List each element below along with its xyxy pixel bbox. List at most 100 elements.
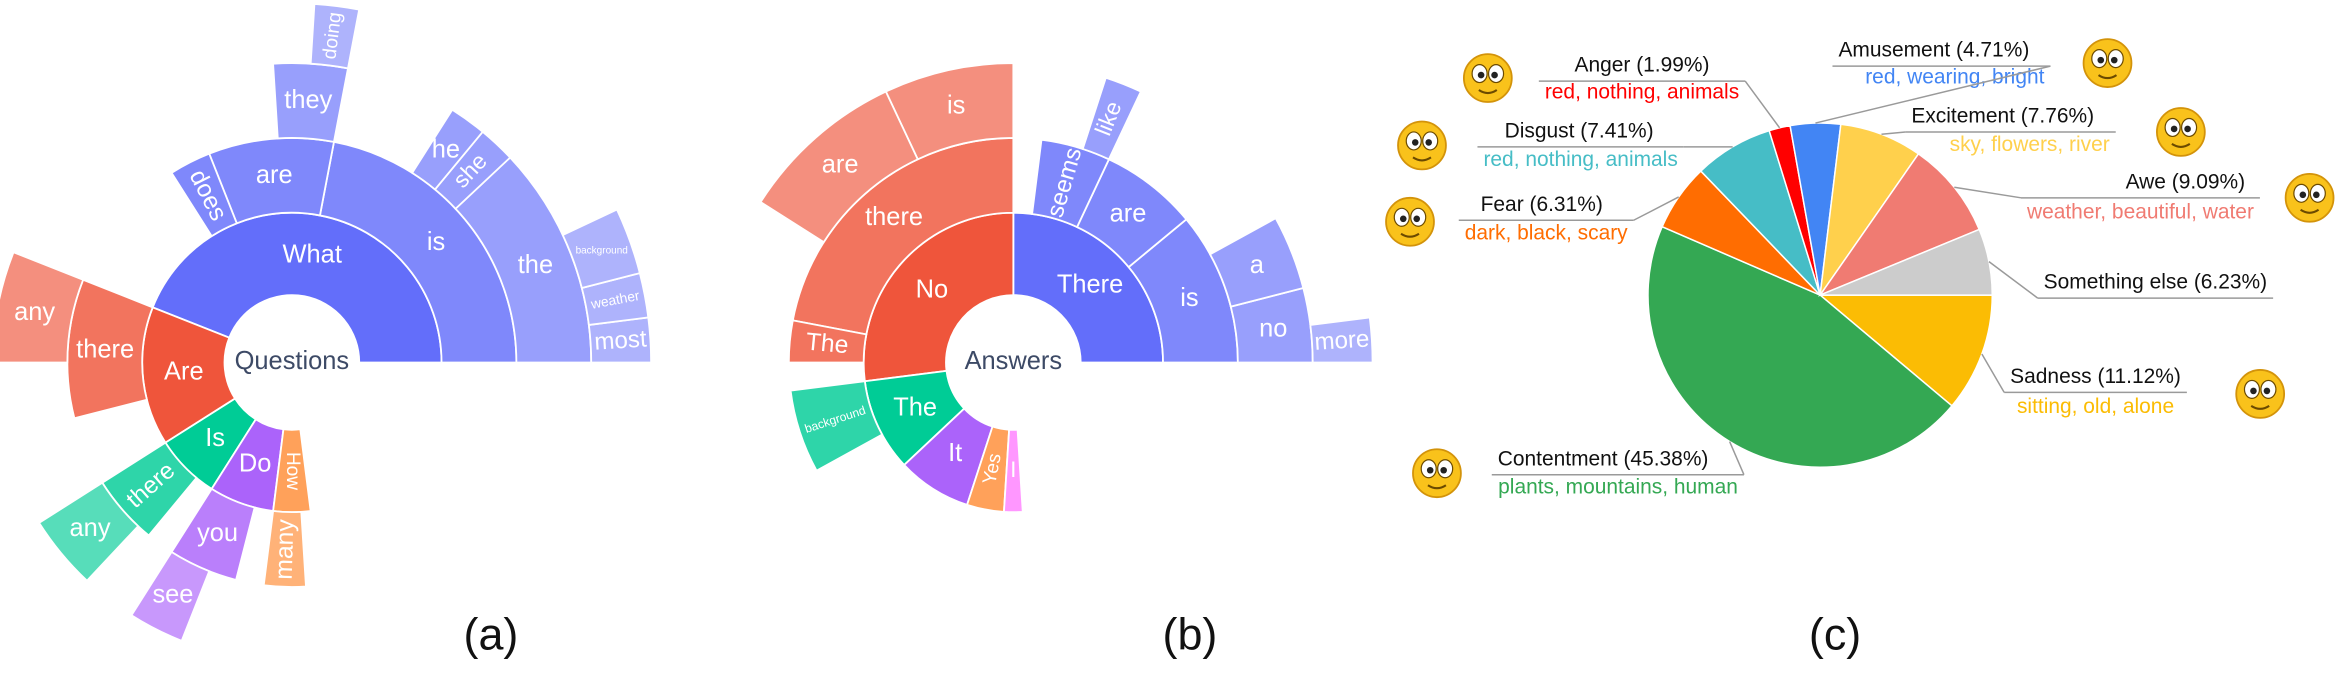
leader-line	[1815, 65, 2051, 124]
sunburst-segment	[262, 509, 307, 588]
sunburst-segment	[789, 380, 884, 472]
slice-label: Anger (1.99%)	[1575, 54, 1710, 77]
sunburst-label: see	[152, 581, 193, 609]
leader-line	[1981, 353, 2005, 393]
emoji	[1426, 466, 1434, 474]
leader-line	[1954, 186, 2022, 199]
emoji	[2263, 387, 2271, 395]
caption: (b)	[1163, 609, 1218, 660]
emoji	[1440, 466, 1447, 474]
sunburst-label: What	[283, 241, 342, 269]
sunburst-segment	[1002, 428, 1024, 514]
sunburst-label: are	[822, 151, 859, 179]
sunburst-segment	[0, 251, 85, 364]
sunburst-label: background	[576, 246, 628, 257]
sunburst-label: there	[865, 203, 923, 231]
emoji	[2097, 74, 2118, 80]
sunburst-label: there	[76, 335, 134, 363]
sunburst-label: Is	[205, 424, 225, 452]
emoji	[2299, 191, 2307, 199]
emoji	[1491, 71, 1498, 79]
slice-label: Disgust (7.41%)	[1505, 119, 1654, 142]
slice-keywords: sitting, old, alone	[2017, 395, 2174, 418]
emoji	[1477, 71, 1485, 79]
sunburst-segment	[130, 550, 211, 642]
emoji	[1399, 215, 1407, 223]
pie-slice	[1819, 228, 1994, 296]
sunburst-label: are	[1110, 199, 1147, 227]
sunburst-segment	[787, 319, 868, 364]
emoji	[2097, 56, 2105, 64]
sunburst-label: more	[1314, 325, 1371, 355]
sunburst-label: any	[70, 514, 111, 542]
sunburst-label: they	[284, 86, 332, 114]
emoji	[1411, 139, 1419, 146]
sunburst-segment	[1081, 76, 1142, 161]
sunburst-label: any	[14, 298, 55, 326]
sunburst-segment	[410, 108, 484, 191]
sunburst-label: The	[893, 393, 937, 421]
emoji	[1385, 196, 1435, 247]
emoji	[2235, 369, 2286, 419]
slice-keywords: red, wearing, bright	[1865, 66, 2044, 89]
caption: (a)	[464, 609, 519, 660]
sunburst-label: he	[432, 135, 460, 163]
sunburst-segment	[309, 2, 361, 70]
emoji	[2184, 125, 2191, 133]
emoji	[1400, 232, 1420, 238]
sunburst-segment	[561, 208, 641, 290]
emoji	[1427, 484, 1447, 490]
slice-label: Awe (9.09%)	[2126, 170, 2245, 193]
emoji	[1462, 53, 1513, 103]
slice-keywords: dark, black, scary	[1465, 221, 1628, 244]
sunburst-label: are	[256, 161, 293, 189]
slice-label: Contentment (45.38%)	[1498, 447, 1709, 470]
sunburst-label: a	[1250, 251, 1265, 279]
pie-slice	[1818, 152, 1981, 297]
leader-line	[1988, 261, 2039, 299]
emoji	[1478, 89, 1498, 95]
pie-slice	[1647, 225, 1953, 468]
slice-keywords: sky, flowers, river	[1950, 133, 2110, 156]
sunburst-label: is	[1180, 284, 1198, 312]
emoji	[2171, 143, 2191, 148]
slice-label: Something else (6.23%)	[2044, 271, 2267, 294]
emoji	[2170, 125, 2178, 133]
sunburst-label: There	[1057, 270, 1123, 298]
emoji	[2110, 56, 2118, 64]
emoji	[2300, 208, 2320, 214]
slice-label: Excitement (7.76%)	[1911, 105, 2094, 128]
leader-line	[1633, 196, 1680, 221]
sunburst-label: the	[518, 251, 553, 279]
sunburst-segment	[170, 152, 238, 238]
slice-keywords: red, nothing, animals	[1545, 81, 1739, 104]
slice-keywords: plants, mountains, human	[1498, 476, 1738, 499]
emoji	[1425, 139, 1432, 146]
sunburst-segment	[759, 90, 919, 244]
emoji	[1412, 156, 1432, 162]
sunburst-label: Do	[239, 449, 272, 477]
sunburst-label: No	[916, 275, 949, 303]
slice-label: Amusement (4.71%)	[1838, 39, 2029, 62]
sunburst-label: It	[948, 439, 962, 467]
sunburst-label: Are	[164, 357, 204, 385]
sunburst-segment	[1208, 217, 1305, 308]
emoji	[1413, 215, 1421, 223]
sunburst-label: How	[282, 452, 303, 490]
sunburst-label: is	[427, 228, 445, 256]
sunburst-label: I	[1010, 457, 1016, 482]
caption: (c)	[1809, 609, 1861, 660]
leader-line	[1744, 80, 1781, 129]
slice-keywords: red, nothing, animals	[1483, 148, 1677, 171]
sunburst-label: many	[271, 518, 300, 580]
sunburst-segment	[1309, 316, 1374, 364]
sunburst-label: you	[197, 519, 238, 547]
sunburst-label: no	[1259, 314, 1287, 342]
emoji	[2250, 404, 2270, 410]
emoji	[2284, 172, 2335, 223]
slice-label: Fear (6.31%)	[1481, 193, 1603, 216]
emoji	[1397, 120, 1447, 171]
emoji	[2250, 387, 2257, 395]
